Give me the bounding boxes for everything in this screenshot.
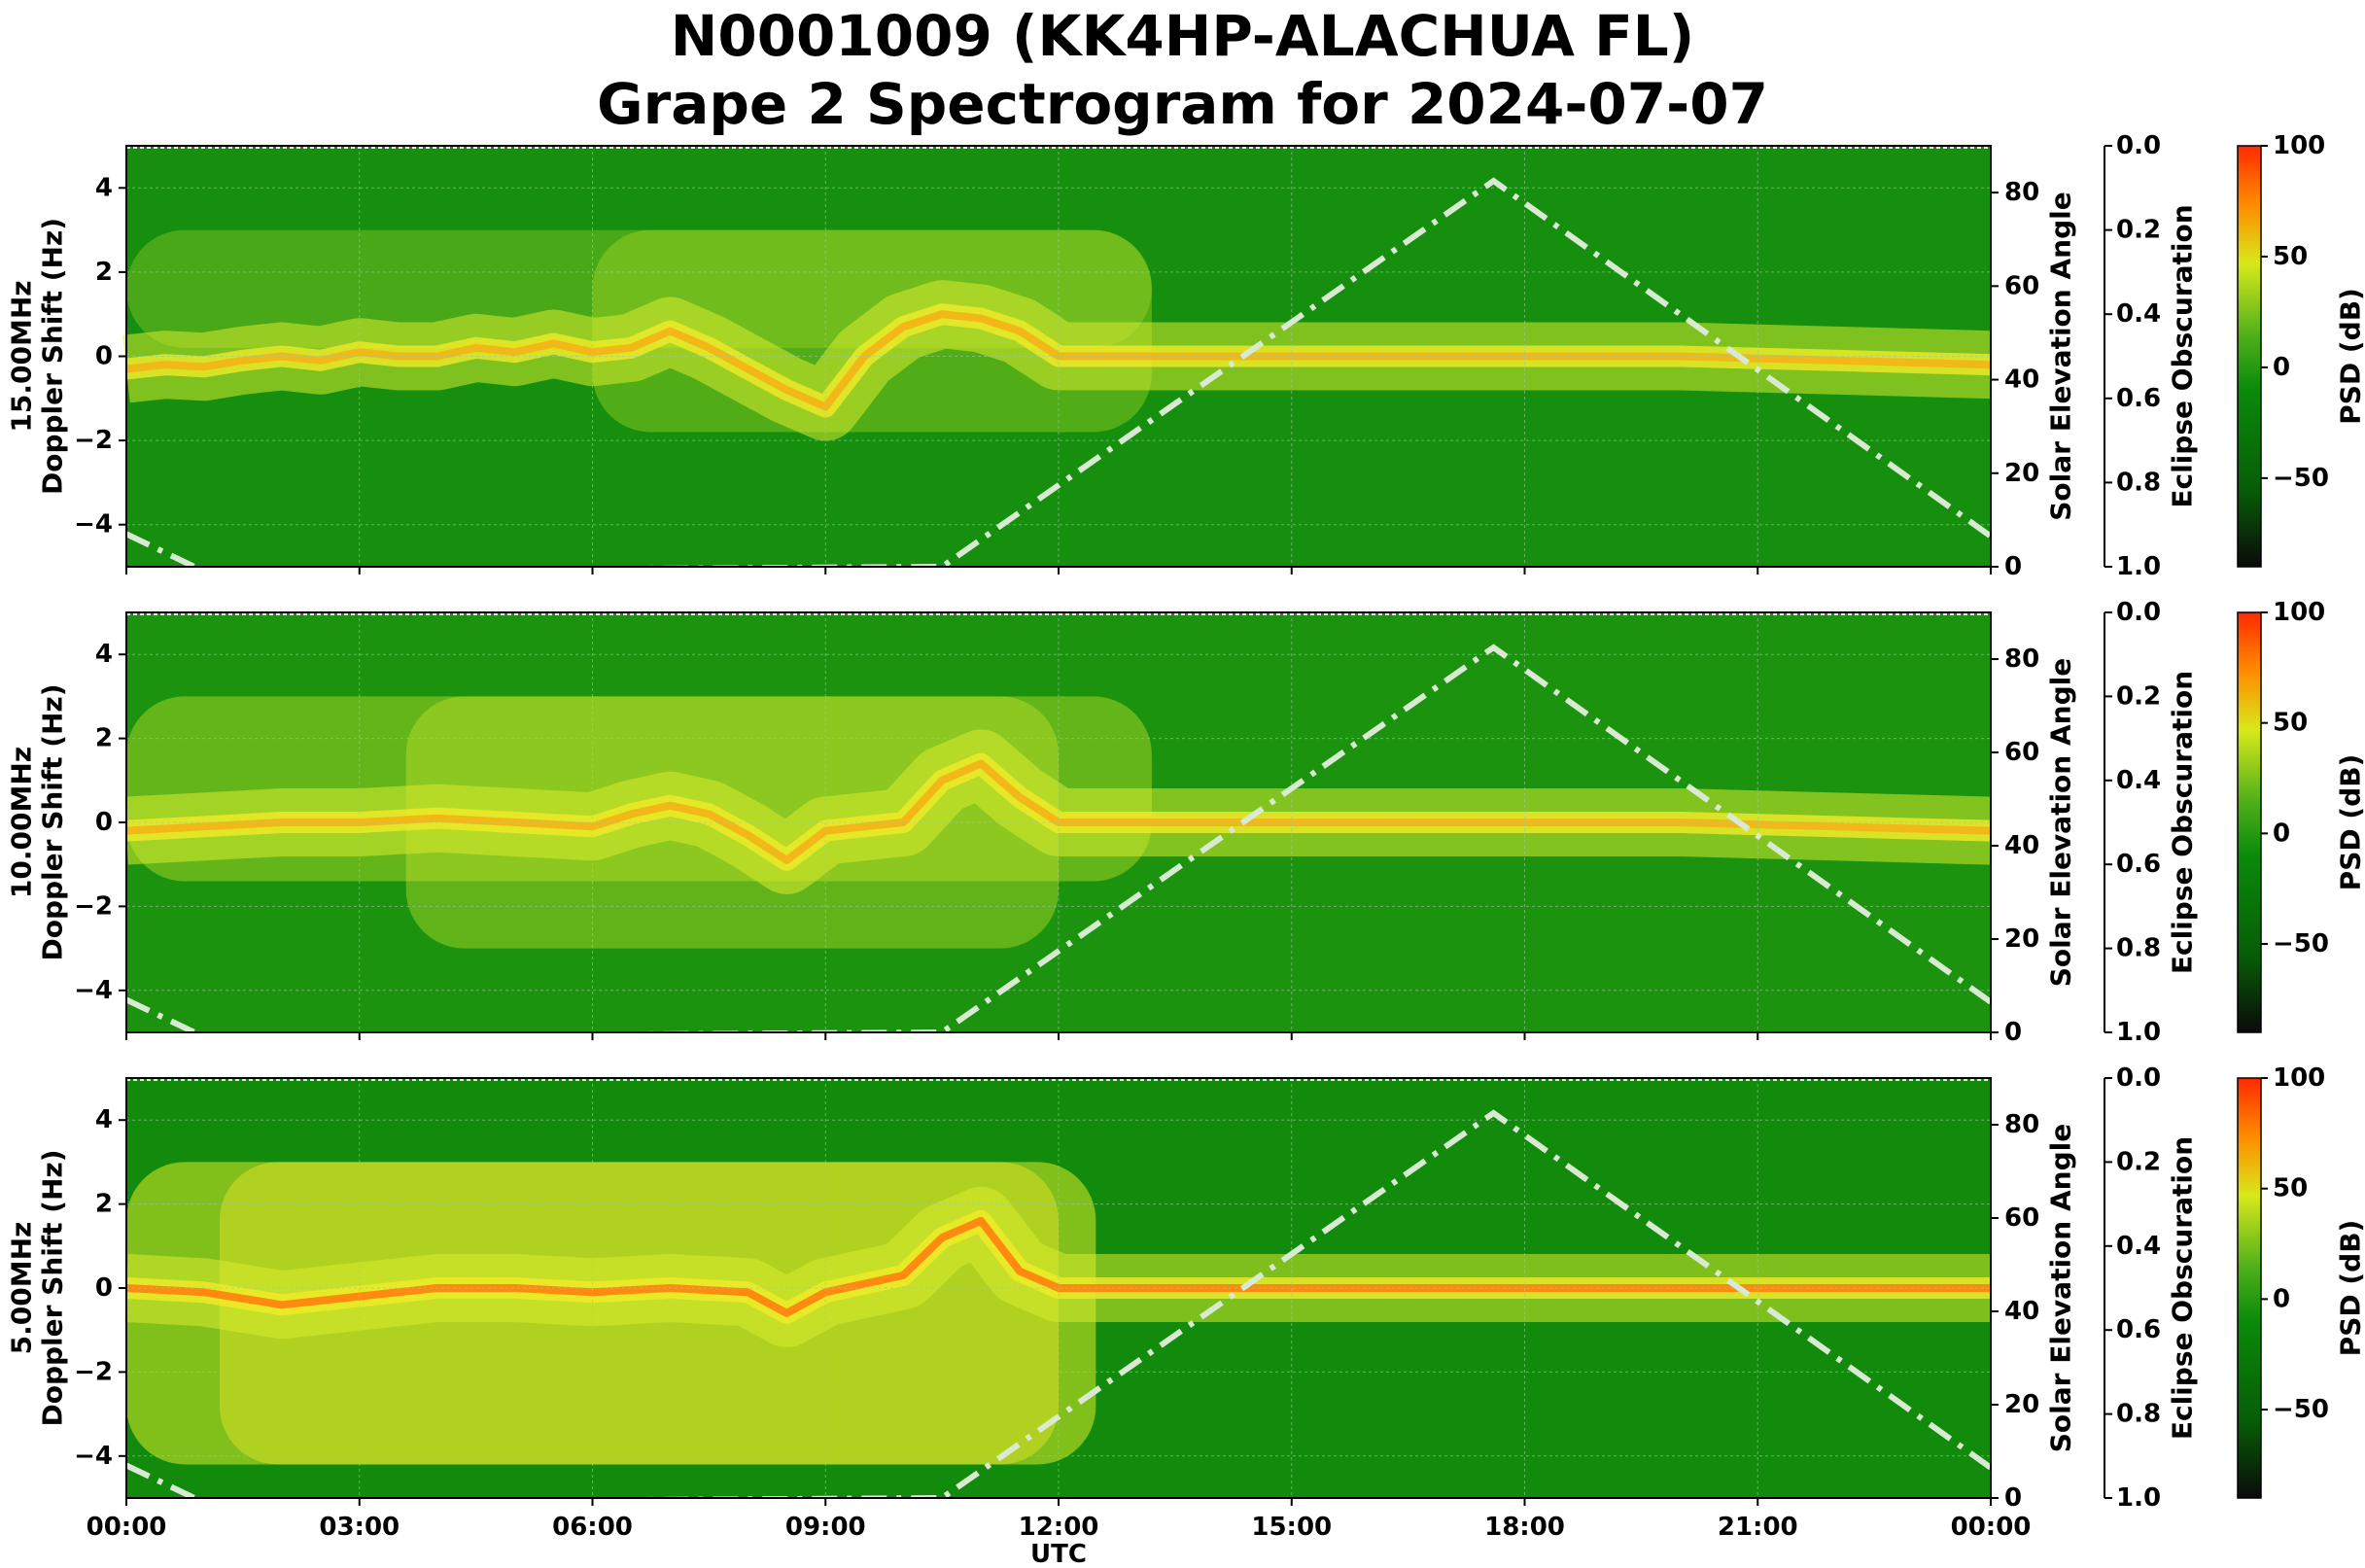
colorbar [2237, 145, 2262, 568]
eclipse-tick-label: 0.0 [2116, 131, 2161, 160]
y-tick-label: −2 [74, 426, 113, 455]
eclipse-obscuration-label: Eclipse Obscuration [2167, 671, 2199, 974]
y-tick-label: −2 [74, 1357, 113, 1386]
elev-tick-label: 0 [2004, 1018, 2022, 1047]
x-tick-label: 03:00 [319, 1513, 400, 1542]
elev-tick-label: 40 [2004, 1297, 2039, 1326]
y-tick-label: 4 [95, 640, 113, 669]
x-tick-label: 06:00 [552, 1513, 633, 1542]
x-tick-label: 18:00 [1484, 1513, 1565, 1542]
colorbar-tick-label: 100 [2273, 131, 2325, 160]
eclipse-tick-label: 0.8 [2116, 1400, 2161, 1429]
solar-elevation-line [126, 644, 1991, 1032]
colorbar-tick-label: 50 [2273, 709, 2308, 738]
x-tick-label: 00:00 [1951, 1513, 2032, 1542]
y-axis-label: Doppler Shift (Hz) [37, 1149, 69, 1426]
elev-tick-label: 80 [2004, 645, 2039, 674]
elev-tick-label: 60 [2004, 271, 2039, 300]
title-line-1: N0001009 (KK4HP-ALACHUA FL) [670, 3, 1695, 69]
colorbar-tick-label: 100 [2273, 598, 2325, 627]
eclipse-tick-label: 1.0 [2116, 1018, 2161, 1047]
elev-tick-label: 0 [2004, 552, 2022, 581]
eclipse-tick-label: 0.2 [2116, 681, 2161, 711]
y-tick-label: 2 [95, 724, 113, 753]
panel-15.00MHz: 420−2−415.00MHz Doppler Shift (Hz)0204060… [6, 131, 2365, 581]
colorbar-tick-label: 50 [2273, 242, 2308, 271]
y-tick-label: 2 [95, 1190, 113, 1219]
x-axis-label: UTC [1030, 1540, 1087, 1568]
solar-elevation-line [126, 1109, 1991, 1498]
eclipse-tick-label: 0.6 [2116, 850, 2161, 879]
eclipse-tick-label: 0.4 [2116, 1232, 2161, 1261]
colorbar-tick-label: 0 [2273, 819, 2290, 848]
y-axis-label: Doppler Shift (Hz) [37, 683, 69, 960]
colorbar [2237, 611, 2262, 1033]
elev-tick-label: 20 [2004, 459, 2039, 488]
eclipse-obscuration-label: Eclipse Obscuration [2167, 1136, 2199, 1440]
y-tick-label: 0 [95, 342, 113, 371]
solar-elevation-label: Solar Elevation Angle [2045, 658, 2077, 987]
colorbar-label: PSD (dB) [2335, 754, 2365, 891]
y-tick-label: −4 [74, 1442, 113, 1471]
x-tick-label: 12:00 [1019, 1513, 1099, 1542]
y-tick-label: −4 [74, 510, 113, 540]
colorbar-tick-label: 0 [2273, 1284, 2290, 1313]
elev-tick-label: 60 [2004, 1203, 2039, 1233]
colorbar-label: PSD (dB) [2335, 1220, 2365, 1357]
eclipse-tick-label: 0.8 [2116, 934, 2161, 963]
eclipse-obscuration-label: Eclipse Obscuration [2167, 204, 2199, 507]
elev-tick-label: 60 [2004, 738, 2039, 767]
colorbar-tick-label: −50 [2273, 464, 2329, 493]
x-tick-label: 15:00 [1251, 1513, 1332, 1542]
y-axis-label-freq: 10.00MHz [6, 747, 38, 898]
eclipse-tick-label: 0.0 [2116, 1063, 2161, 1093]
colorbar [2237, 1077, 2262, 1499]
eclipse-tick-label: 0.6 [2116, 384, 2161, 413]
colorbar-tick-label: 0 [2273, 353, 2290, 382]
elev-tick-label: 0 [2004, 1483, 2022, 1513]
eclipse-tick-label: 0.0 [2116, 598, 2161, 627]
panel-5.00MHz: 420−2−45.00MHz Doppler Shift (Hz)00:00 03:… [6, 1063, 2365, 1568]
colorbar-tick-label: 50 [2273, 1174, 2308, 1203]
y-tick-label: −4 [74, 976, 113, 1005]
x-tick-label: 00:00 [87, 1513, 167, 1542]
x-tick-label: 09:00 [785, 1513, 866, 1542]
eclipse-tick-label: 1.0 [2116, 552, 2161, 581]
y-tick-label: 0 [95, 808, 113, 837]
eclipse-tick-label: 0.8 [2116, 468, 2161, 497]
y-tick-label: 4 [95, 173, 113, 202]
eclipse-tick-label: 0.6 [2116, 1315, 2161, 1344]
doppler-trace [125, 759, 1992, 864]
elev-tick-label: 40 [2004, 366, 2039, 395]
colorbar-label: PSD (dB) [2335, 288, 2365, 425]
elev-tick-label: 40 [2004, 831, 2039, 860]
y-axis-label: Doppler Shift (Hz) [37, 218, 69, 495]
eclipse-tick-label: 1.0 [2116, 1483, 2161, 1513]
solar-elevation-line [126, 177, 1991, 567]
x-tick-label: 21:00 [1718, 1513, 1798, 1542]
colorbar-tick-label: 100 [2273, 1063, 2325, 1093]
eclipse-tick-label: 0.4 [2116, 299, 2161, 329]
y-axis-label-freq: 5.00MHz [6, 1222, 38, 1355]
eclipse-tick-label: 0.2 [2116, 216, 2161, 245]
elev-tick-label: 20 [2004, 924, 2039, 954]
y-tick-label: 0 [95, 1273, 113, 1303]
solar-elevation-label: Solar Elevation Angle [2045, 192, 2077, 520]
figure-title: N0001009 (KK4HP-ALACHUA FL) Grape 2 Spec… [0, 2, 2365, 138]
y-axis-label-freq: 15.00MHz [6, 280, 38, 432]
elev-tick-label: 80 [2004, 178, 2039, 207]
title-line-2: Grape 2 Spectrogram for 2024-07-07 [597, 71, 1768, 137]
y-tick-label: 2 [95, 258, 113, 287]
elev-tick-label: 20 [2004, 1390, 2039, 1419]
y-tick-label: −2 [74, 891, 113, 921]
solar-elevation-label: Solar Elevation Angle [2045, 1124, 2077, 1452]
eclipse-tick-label: 0.2 [2116, 1147, 2161, 1176]
eclipse-tick-label: 0.4 [2116, 766, 2161, 795]
colorbar-tick-label: −50 [2273, 929, 2329, 958]
elev-tick-label: 80 [2004, 1110, 2039, 1139]
colorbar-tick-label: −50 [2273, 1395, 2329, 1424]
panel-10.00MHz: 420−2−410.00MHz Doppler Shift (Hz)0204060… [6, 598, 2365, 1047]
y-tick-label: 4 [95, 1105, 113, 1134]
